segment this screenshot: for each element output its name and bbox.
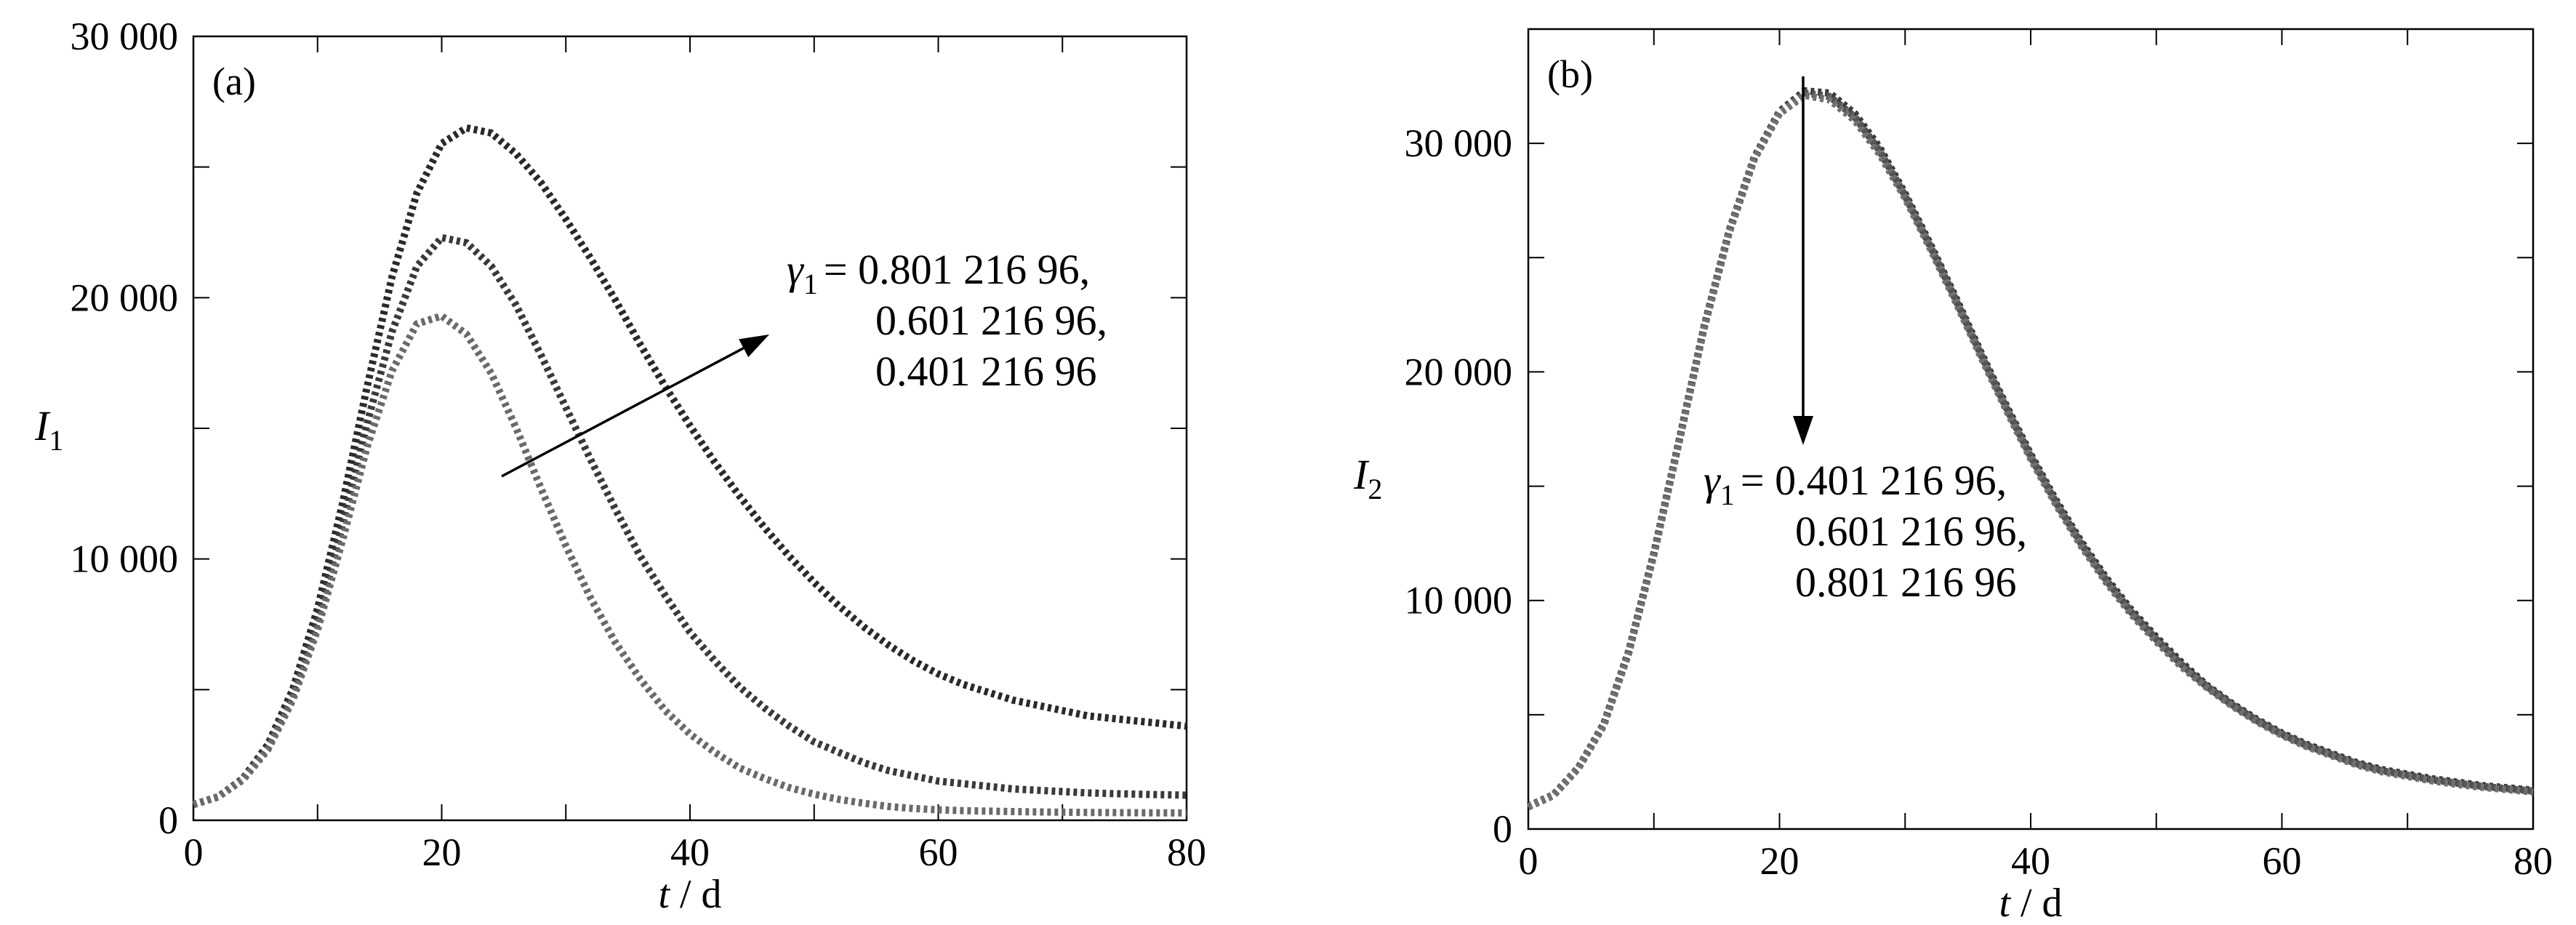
panel-b-annotation-symbol: γ [1704, 457, 1722, 504]
panel-a-series-line-1 [192, 124, 1187, 809]
panel-a-y-tick-label: 30 000 [71, 15, 179, 58]
panel-a-trend-arrow [501, 335, 769, 478]
panel-a-y-tick-label: 20 000 [71, 276, 179, 319]
panel-b-x-tick-label: 0 [1519, 839, 1538, 883]
panel-b-x-tick-label: 20 [1760, 839, 1799, 883]
panel-b-annotation-value-2: 0.601 216 96, [1795, 508, 2027, 555]
panel-b-y-tick-label: 0 [1493, 807, 1512, 851]
panel-a-annotation-symbol: γ [787, 246, 805, 293]
panel-a-x-tick-label: 80 [1167, 830, 1206, 874]
panel-b-series-line-3 [1526, 92, 2534, 811]
panel-b-annotation-value-3: 0.801 216 96 [1795, 558, 2017, 606]
panel-a-annotation-value-3: 0.401 216 96 [875, 348, 1097, 395]
panel-a-x-axis-unit: / d [670, 872, 722, 917]
panel-b-x-tick-label: 80 [2513, 839, 2553, 883]
panel-b: 0 20 40 60 80 0 10 000 20 000 30 000 (b) t / d I2 γ1… [1353, 28, 2553, 925]
panel-b-annotation-subscript: 1 [1720, 478, 1735, 511]
panel-a-panel-label: (a) [212, 60, 256, 103]
panel-a-annotation-value-2: 0.601 216 96, [875, 297, 1107, 344]
panel-b-x-axis-label: t / d [1999, 881, 2062, 925]
panel-b-y-axis-label: I2 [1353, 451, 1382, 505]
panel-a-series-line-2 [192, 233, 1187, 809]
panel-a-x-tick-label: 20 [422, 830, 462, 874]
panel-b-x-tick-label: 40 [2011, 839, 2050, 883]
panel-a-series-line-3 [192, 312, 1187, 817]
panel-b-trend-arrow [1793, 76, 1813, 445]
panel-b-series-line-2 [1526, 89, 2534, 810]
panel-b-annotation-value-1: = 0.401 216 96, [1741, 457, 2007, 504]
panel-a-x-tick-label: 60 [919, 830, 958, 874]
panel-a-y-axis-label: I1 [34, 402, 63, 457]
panel-b-y-axis-subscript: 2 [1368, 473, 1382, 505]
panel-b-y-tick-label: 20 000 [1405, 350, 1513, 393]
panel-a-x-tick-label: 40 [670, 830, 710, 874]
panel-b-annotation-line-1: γ1 = 0.401 216 96, [1704, 457, 2007, 511]
panel-a-y-axis-variable: I [34, 402, 51, 449]
panel-b-x-axis-unit: / d [2010, 881, 2063, 925]
panel-a-y-tick-label: 10 000 [71, 537, 179, 581]
panel-a-y-axis-subscript: 1 [49, 424, 63, 457]
panel-a-annotation-subscript: 1 [803, 268, 818, 300]
panel-b-x-axis-variable: t [1999, 881, 2011, 925]
panel-b-plot-frame [1527, 28, 2535, 830]
panel-a-y-tick-label: 0 [159, 798, 178, 842]
panel-a-x-axis-variable: t [658, 872, 670, 917]
panel-b-y-axis-variable: I [1353, 451, 1370, 498]
panel-b-panel-label: (b) [1547, 52, 1593, 96]
panel-a-annotation-line-1: γ1 = 0.801 216 96, [787, 246, 1090, 300]
panel-b-x-tick-label: 60 [2263, 839, 2302, 883]
panel-a-plot-frame [192, 35, 1188, 822]
panel-b-y-tick-label: 30 000 [1405, 121, 1513, 165]
panel-a-x-tick-label: 0 [184, 830, 204, 874]
panel-a-annotation-value-1: = 0.801 216 96, [824, 246, 1090, 293]
panel-b-y-tick-label: 10 000 [1405, 579, 1513, 622]
panel-a-x-axis-label: t / d [658, 872, 721, 917]
